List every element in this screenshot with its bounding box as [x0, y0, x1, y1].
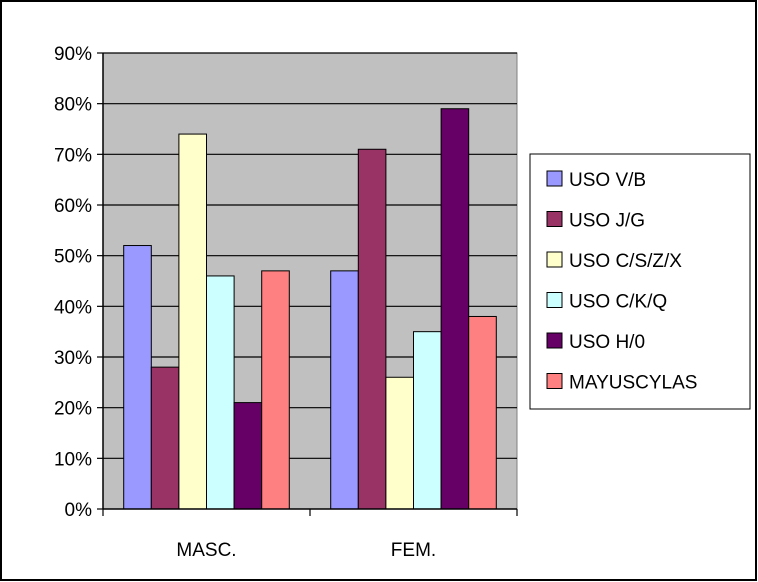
legend-label: USO H/0: [569, 332, 645, 353]
y-tick-label: 90%: [54, 44, 92, 65]
legend-label: MAYUSCYLAS: [569, 373, 697, 394]
bar: [233, 402, 263, 510]
bar: [150, 366, 180, 510]
bar: [440, 108, 470, 510]
legend-label: USO V/B: [569, 170, 646, 191]
legend-swatch: [546, 170, 563, 187]
y-tick-label: 50%: [54, 247, 92, 268]
legend-swatch: [546, 332, 563, 349]
legend: USO V/B USO J/G USO C/S/Z/X USO C/K/Q USO H/…: [529, 153, 751, 410]
legend-swatch: [546, 251, 563, 268]
x-category-label: MASC.: [176, 540, 236, 561]
axes: [97, 52, 518, 516]
x-category-labels: MASC. FEM.: [176, 540, 436, 561]
bar: [413, 331, 442, 510]
legend-label: USO C/K/Q: [569, 292, 667, 313]
y-tick-label: 80%: [54, 95, 92, 116]
x-category-label: FEM.: [391, 540, 436, 561]
legend-label: USO J/G: [569, 211, 645, 232]
legend-swatch: [546, 292, 563, 308]
bar: [385, 376, 414, 510]
bar: [123, 245, 152, 510]
legend-swatch: [546, 373, 563, 389]
y-tick-label: 70%: [54, 145, 92, 166]
bar: [357, 148, 387, 510]
bar: [261, 270, 290, 510]
bar: [178, 133, 207, 510]
legend-swatch: [546, 211, 563, 227]
y-tick-label: 30%: [54, 348, 92, 369]
y-tick-label: 40%: [54, 297, 92, 318]
bars: [123, 108, 497, 510]
y-tick-label: 10%: [54, 449, 92, 470]
legend-box: [529, 153, 751, 410]
bar: [330, 270, 359, 510]
y-tick-label: 0%: [65, 500, 93, 521]
legend-label: USO C/S/Z/X: [569, 251, 682, 272]
bar: [206, 275, 235, 510]
y-tick-label: 60%: [54, 196, 92, 217]
y-tick-label: 20%: [54, 399, 92, 420]
bar: [468, 315, 497, 510]
y-tick-labels: 0% 10% 20% 30% 40% 50% 60% 70% 80% 90%: [54, 44, 92, 521]
